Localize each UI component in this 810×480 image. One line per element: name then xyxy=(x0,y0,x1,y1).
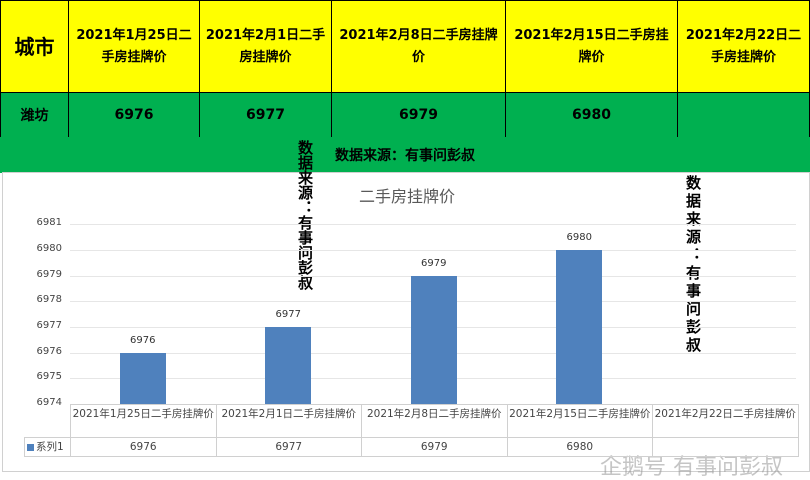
category-label: 2021年2月8日二手房挂牌价 xyxy=(361,404,508,438)
y-tick-label: 6980 xyxy=(36,242,62,254)
y-tick-label: 6979 xyxy=(36,268,62,280)
data-table-value: 6977 xyxy=(215,437,362,457)
vertical-note: 数据来源：有事问彭叔 xyxy=(296,140,314,290)
price-cell: 6980 xyxy=(505,92,678,138)
data-table-value: 6979 xyxy=(361,437,508,457)
legend-cell: 系列1 xyxy=(24,437,71,457)
vertical-note: 数据来源：有事问彭叔 xyxy=(684,175,702,355)
y-tick-label: 6974 xyxy=(36,397,62,408)
data-label: 6980 xyxy=(566,231,592,243)
price-cell: 6979 xyxy=(331,92,506,138)
y-tick-label: 6977 xyxy=(36,319,62,331)
bar xyxy=(119,352,166,404)
date-header: 2021年2月1日二手房挂牌价 xyxy=(199,0,332,93)
gridline xyxy=(70,249,796,251)
data-table-value: 6980 xyxy=(506,437,653,457)
data-label: 6977 xyxy=(275,308,301,320)
price-cell: 6976 xyxy=(68,92,200,138)
y-tick-label: 6975 xyxy=(36,371,62,383)
price-cell: 6977 xyxy=(199,92,332,138)
bar xyxy=(410,275,457,404)
chart-title: 二手房挂牌价 xyxy=(358,187,455,206)
data-table-value xyxy=(652,437,799,457)
gridline xyxy=(70,224,796,226)
data-label: 6976 xyxy=(130,334,156,346)
source-banner: 数据来源：有事问彭叔 xyxy=(0,137,810,173)
data-label: 6979 xyxy=(421,257,447,269)
city-cell: 潍坊 xyxy=(0,92,69,138)
category-label: 2021年2月15日二手房挂牌价 xyxy=(506,404,653,438)
date-header: 2021年1月25日二手房挂牌价 xyxy=(68,0,200,93)
bar-chart xyxy=(2,172,810,472)
bar xyxy=(556,249,603,404)
y-tick-label: 6978 xyxy=(36,294,62,306)
date-header: 2021年2月15日二手房挂牌价 xyxy=(505,0,678,93)
date-header: 2021年2月8日二手房挂牌价 xyxy=(331,0,506,93)
city-header: 城市 xyxy=(0,0,69,93)
legend-label: 系列1 xyxy=(36,440,64,453)
y-tick-label: 6976 xyxy=(36,345,62,357)
category-label: 2021年2月1日二手房挂牌价 xyxy=(215,404,362,438)
category-label: 2021年2月22日二手房挂牌价 xyxy=(652,404,799,438)
bar xyxy=(265,326,312,404)
category-label: 2021年1月25日二手房挂牌价 xyxy=(70,404,217,438)
legend-swatch-icon xyxy=(27,443,34,451)
date-header: 2021年2月22日二手房挂牌价 xyxy=(677,0,810,93)
watermark: 企鹅号 有事问彭叔 xyxy=(600,455,783,480)
price-cell xyxy=(677,92,810,138)
y-tick-label: 6981 xyxy=(36,217,62,229)
data-table-value: 6976 xyxy=(70,437,217,457)
